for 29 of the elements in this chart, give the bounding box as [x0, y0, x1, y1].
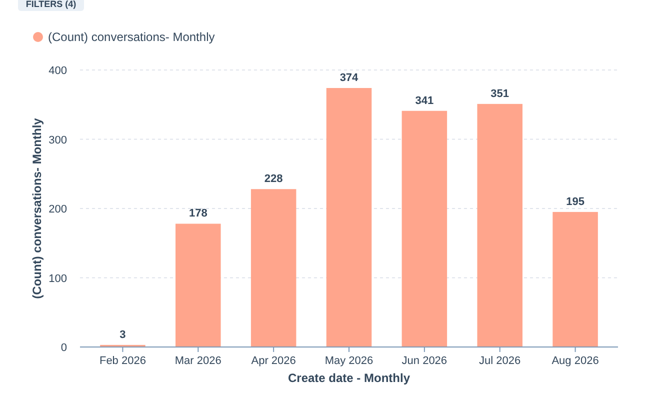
x-tick-label: May 2026 [324, 355, 374, 367]
y-tick-label: 300 [48, 134, 67, 146]
x-tick-label: Jun 2026 [402, 355, 448, 367]
y-tick-label: 200 [48, 204, 67, 216]
bar [250, 189, 296, 347]
bar [402, 110, 448, 347]
legend-label: (Count) conversations- Monthly [48, 30, 215, 44]
bar [477, 104, 522, 347]
data-label: 3 [120, 328, 126, 341]
y-tick-label: 0 [60, 342, 67, 354]
x-tick-label: Aug 2026 [552, 355, 599, 367]
x-tick-label: Mar 2026 [174, 355, 222, 367]
data-label: 374 [340, 72, 360, 84]
y-tick-label: 400 [48, 65, 67, 77]
data-label: 351 [490, 88, 510, 100]
x-tick-label: Jul 2026 [479, 355, 521, 367]
x-axis-title: Create date - Monthly [288, 371, 410, 385]
bar [552, 212, 598, 347]
text: FILTERS (4) [26, 0, 76, 9]
data-label: 195 [566, 196, 584, 208]
data-label: 178 [188, 208, 208, 220]
x-tick-label: Feb 2026 [99, 355, 146, 367]
bar [326, 88, 372, 347]
y-axis-title: (Count) conversations- Monthly [30, 118, 44, 299]
data-label: 228 [264, 173, 283, 186]
bar [176, 224, 221, 347]
x-tick-label: Apr 2026 [251, 355, 296, 367]
y-tick-label: 100 [48, 272, 67, 285]
data-label: 341 [415, 94, 434, 107]
